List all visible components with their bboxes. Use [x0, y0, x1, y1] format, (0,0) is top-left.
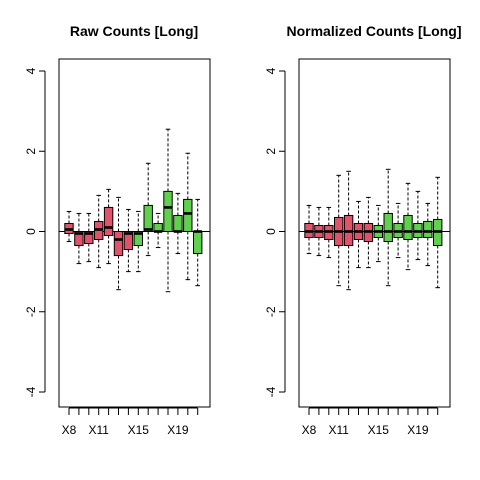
box-x8	[64, 210, 74, 243]
y-tick-label: 4	[24, 67, 38, 74]
box-x8	[304, 204, 314, 255]
box-body	[383, 212, 393, 243]
box-x20	[183, 152, 193, 281]
x-tick-label: X8	[302, 423, 317, 437]
x-tick-label: X15	[368, 423, 390, 437]
plot-frame	[58, 58, 211, 408]
y-tick-label: 4	[264, 67, 278, 74]
box-body	[423, 220, 433, 239]
box-body	[143, 204, 153, 232]
box-x14	[363, 196, 374, 269]
x-tick-label: X11	[328, 423, 349, 437]
y-tick-label: -4	[264, 386, 278, 397]
box-x17	[393, 202, 403, 259]
box-x10	[324, 206, 334, 259]
box-x21	[433, 176, 443, 289]
y-tick-label: 2	[24, 148, 38, 155]
box-body	[173, 214, 183, 232]
box-x11	[334, 174, 344, 287]
box-x20	[423, 202, 433, 267]
x-tick-label: X15	[128, 423, 150, 437]
box-x17	[153, 212, 163, 249]
box-body	[113, 231, 124, 257]
box-x16	[383, 168, 393, 287]
y-tick-label: 2	[264, 148, 278, 155]
box-body	[84, 231, 94, 245]
plot-frame	[298, 58, 451, 408]
box-x18	[403, 182, 413, 271]
x-tick-label: X19	[407, 423, 429, 437]
box-x12	[103, 188, 114, 265]
normalized-counts-panel: Normalized Counts [Long] -4 -2 0 2 4 X8 X11 X15 X…	[264, 23, 462, 437]
box-body	[133, 231, 144, 247]
box-body	[403, 214, 413, 241]
y-tick-label: -4	[24, 386, 38, 397]
x-tick-label: X8	[62, 423, 77, 437]
box-x15	[373, 204, 384, 263]
box-x16	[143, 162, 153, 257]
box-x18	[163, 128, 173, 293]
box-x9	[314, 206, 324, 257]
y-tick-label: 0	[24, 228, 38, 235]
box-x13	[353, 200, 364, 269]
box-body	[74, 231, 84, 247]
box-x15	[133, 210, 144, 273]
box-body	[193, 231, 203, 255]
box-x14	[123, 208, 134, 273]
box-x12	[343, 170, 354, 291]
box-body	[163, 190, 173, 232]
box-x13	[113, 196, 124, 291]
box-x19	[413, 190, 423, 261]
x-tick-label: X11	[88, 423, 109, 437]
box-body	[103, 206, 114, 237]
y-tick-label: -2	[24, 306, 38, 317]
box-body	[183, 198, 193, 232]
chart-title: Raw Counts [Long]	[70, 23, 198, 39]
box-x9	[74, 212, 84, 265]
box-x21	[193, 198, 203, 287]
y-tick-label: -2	[264, 306, 278, 317]
box-x19	[173, 192, 183, 255]
box-body	[123, 231, 134, 251]
x-tick-label: X19	[167, 423, 189, 437]
raw-counts-panel: Raw Counts [Long] -4 -2 0 2 4 X8 X11 X15 X19	[24, 23, 211, 437]
chart-title: Normalized Counts [Long]	[287, 23, 462, 39]
box-x11	[94, 194, 104, 269]
box-x10	[84, 212, 94, 263]
y-tick-label: 0	[264, 228, 278, 235]
